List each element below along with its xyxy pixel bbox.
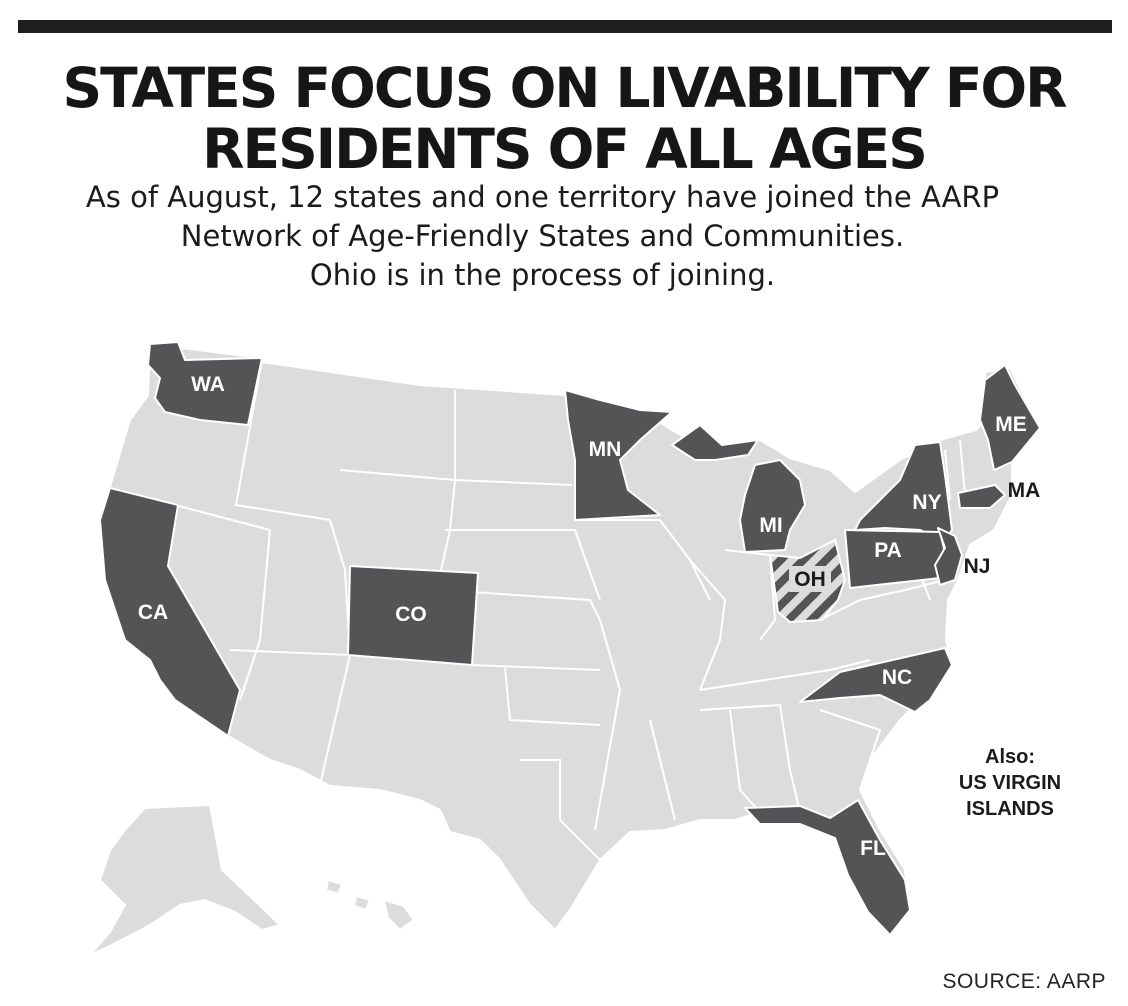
state-labels: WA CA CO MN MI NY PA ME NC FL MA NJ: [138, 373, 1041, 860]
hawaii: [325, 879, 415, 931]
label-fl: FL: [860, 837, 886, 860]
label-ma: MA: [1008, 479, 1041, 502]
state-borders: [174, 359, 966, 861]
territory-note-heading: Also:: [985, 746, 1035, 768]
label-oh: OH: [794, 568, 826, 591]
territory-note-line-2: ISLANDS: [966, 798, 1054, 820]
label-wa: WA: [191, 373, 225, 396]
member-states: [99, 341, 1041, 936]
state-ca: [99, 487, 241, 737]
us-map: WA CA CO MN MI NY PA ME NC FL MA NJ OH: [89, 341, 1041, 956]
state-nj: [934, 527, 963, 586]
label-me: ME: [995, 413, 1027, 436]
headline: STATES FOCUS ON LIVABILITY FOR RESIDENTS…: [0, 58, 1128, 180]
alaska: [89, 804, 281, 956]
label-ca: CA: [138, 601, 168, 624]
territory-note-line-1: US VIRGIN: [958, 772, 1062, 794]
subheading-line-3: Ohio is in the process of joining.: [309, 258, 776, 292]
subheading-line-2: Network of Age-Friendly States and Commu…: [180, 219, 905, 253]
state-wa: [147, 341, 263, 426]
state-mi-upper: [671, 424, 759, 461]
state-mn: [564, 389, 673, 521]
source-credit: SOURCE: AARP: [942, 970, 1106, 993]
state-fl: [744, 799, 911, 936]
territory-note: Also: US VIRGIN ISLANDS: [930, 744, 1090, 822]
state-co: [347, 565, 479, 666]
state-me: [979, 364, 1041, 471]
subheading-line-1: As of August, 12 states and one territor…: [85, 180, 1000, 214]
label-co: CO: [395, 603, 427, 626]
state-ny: [854, 441, 953, 541]
base-land: [89, 343, 1041, 956]
state-ma: [957, 484, 1006, 509]
label-nc: NC: [882, 666, 912, 689]
state-nc: [799, 647, 953, 713]
label-nj: NJ: [964, 555, 991, 578]
label-pa: PA: [874, 539, 902, 562]
label-mi: MI: [759, 514, 782, 537]
label-ny: NY: [912, 491, 941, 514]
state-mi-lower: [739, 459, 806, 553]
oh-label-box: [789, 566, 831, 592]
headline-line-1: STATES FOCUS ON LIVABILITY FOR: [62, 56, 1067, 120]
top-rule: [18, 20, 1112, 33]
subheading: As of August, 12 states and one territor…: [0, 178, 1085, 295]
headline-line-2: RESIDENTS OF ALL AGES: [202, 117, 928, 181]
label-mn: MN: [589, 438, 622, 461]
